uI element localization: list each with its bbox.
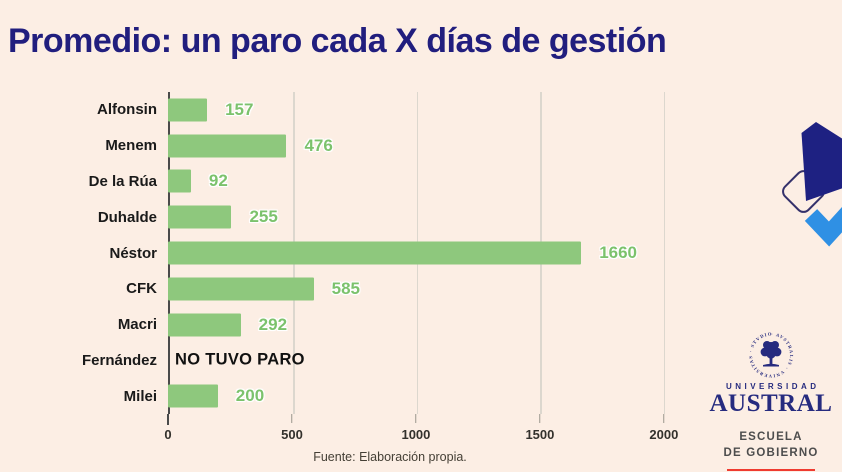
category-label: Alfonsin — [97, 101, 157, 119]
bar-zone: NO TUVO PARO — [168, 342, 682, 378]
decoration-shapes-icon — [782, 122, 842, 247]
x-tick-label: 500 — [281, 427, 303, 442]
source-note: Fuente: Elaboración propia. — [313, 450, 467, 464]
bar-zone: 1660 — [168, 235, 682, 271]
x-tick-mark — [291, 414, 293, 423]
category-label: Néstor — [109, 244, 157, 262]
x-tick-label: 2000 — [649, 427, 679, 442]
value-label: 200 — [235, 386, 265, 406]
chart-row: CFK 585 — [0, 271, 682, 307]
category-label: Macri — [117, 316, 157, 334]
x-tick-mark — [539, 414, 541, 423]
seal-tree-icon — [760, 341, 782, 367]
value-label: 585 — [331, 278, 360, 298]
bar — [168, 205, 232, 229]
university-seal-icon: · AVSTRALIS · VNIVERSITAS · STVDIORVM · — [747, 330, 793, 379]
chart-row: Macri 292 — [0, 307, 682, 343]
bar-zone: 255 — [168, 199, 682, 235]
austral-logo: · AVSTRALIS · VNIVERSITAS · STVDIORVM · … — [702, 330, 840, 472]
chart-title: Promedio: un paro cada X días de gestión — [8, 22, 667, 60]
bar — [168, 134, 287, 158]
chart-row: Milei 200 — [0, 378, 682, 414]
category-label: CFK — [126, 280, 157, 298]
x-tick-label: 1500 — [525, 427, 555, 442]
bar — [168, 98, 208, 122]
x-tick-mark — [415, 414, 417, 423]
bar-chart: Alfonsin 157 Menem 476 De la Rúa 92 Duhalde 255… — [0, 92, 690, 442]
category-label: Menem — [105, 137, 157, 155]
pentagon-shape-icon — [801, 122, 842, 201]
value-label: 157 — [225, 99, 254, 119]
chart-rows: Alfonsin 157 Menem 476 De la Rúa 92 Duhalde 255… — [0, 92, 682, 414]
value-label: 1660 — [599, 243, 638, 263]
x-tick-label: 0 — [164, 427, 172, 442]
category-label: Duhalde — [97, 208, 157, 226]
escuela-de-gobierno-label: ESCUELA DE GOBIERNO — [723, 431, 819, 459]
value-label: 476 — [304, 135, 333, 155]
chart-row: Néstor 1660 — [0, 235, 682, 271]
checkmark-icon — [804, 206, 842, 247]
category-label: Milei — [123, 387, 157, 405]
value-label: 92 — [208, 171, 228, 191]
x-tick-label: 1000 — [401, 427, 431, 442]
bar-zone: 157 — [168, 92, 682, 128]
chart-row: De la Rúa 92 — [0, 164, 682, 200]
category-label: De la Rúa — [88, 172, 157, 190]
chart-row: Menem 476 — [0, 128, 682, 164]
no-strike-annotation: NO TUVO PARO — [175, 350, 305, 369]
bar — [168, 241, 582, 265]
value-label: 292 — [258, 314, 288, 334]
universidad-label: UNIVERSIDAD — [725, 382, 820, 391]
bar — [168, 313, 241, 337]
bar-zone: 92 — [168, 164, 682, 200]
austral-wordmark: AUSTRAL — [709, 390, 833, 417]
bar-zone: 585 — [168, 271, 682, 307]
bar — [168, 277, 314, 301]
x-tick-mark — [663, 414, 665, 423]
x-axis: 0 500 1000 1500 2000 — [164, 414, 680, 450]
bar — [168, 384, 218, 408]
bar-zone: 292 — [168, 307, 682, 343]
chart-row: Fernández NO TUVO PARO — [0, 342, 682, 378]
bar — [168, 169, 191, 193]
logo-red-divider — [727, 469, 815, 472]
chart-row: Duhalde 255 — [0, 199, 682, 235]
gridline — [663, 92, 666, 414]
bar-zone: 476 — [168, 128, 682, 164]
category-label: Fernández — [81, 351, 157, 369]
chart-row: Alfonsin 157 — [0, 92, 682, 128]
bar-zone: 200 — [168, 378, 682, 414]
value-label: 255 — [249, 207, 278, 227]
x-tick-mark — [167, 414, 169, 425]
